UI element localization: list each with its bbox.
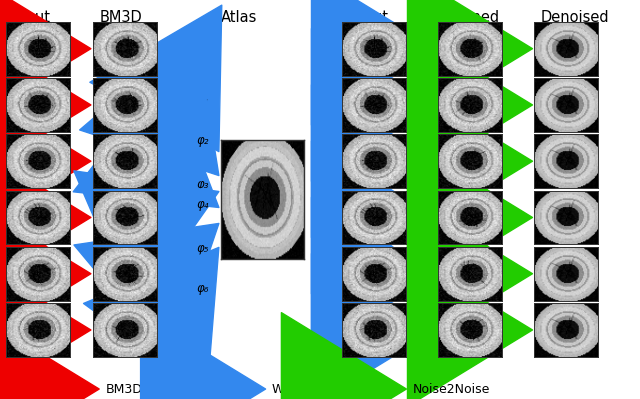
Text: φ₃: φ₃ — [416, 119, 429, 132]
Text: BM3D: BM3D — [106, 383, 143, 395]
Text: φ₆: φ₆ — [416, 288, 429, 301]
Text: φ₂: φ₂ — [196, 134, 209, 147]
Text: φ₆: φ₆ — [196, 282, 209, 295]
Text: φ₅: φ₅ — [196, 242, 209, 255]
Text: φ₄: φ₄ — [196, 198, 209, 211]
Text: Input: Input — [13, 10, 51, 25]
Text: φ₂: φ₂ — [416, 63, 429, 76]
Text: Aligned: Aligned — [445, 10, 500, 25]
Text: φ₁: φ₁ — [416, 7, 429, 20]
Text: Warp: Warp — [272, 383, 305, 395]
Text: Atlas: Atlas — [221, 10, 257, 25]
Text: Noise2Noise: Noise2Noise — [413, 383, 490, 395]
Text: φ₅: φ₅ — [416, 232, 429, 245]
Text: Input: Input — [351, 10, 388, 25]
Text: Denoised: Denoised — [541, 10, 609, 25]
Text: φ₃: φ₃ — [196, 178, 209, 191]
Text: φ₄: φ₄ — [416, 176, 429, 189]
Text: BM3D: BM3D — [99, 10, 142, 25]
Text: φ₁: φ₁ — [196, 94, 209, 107]
